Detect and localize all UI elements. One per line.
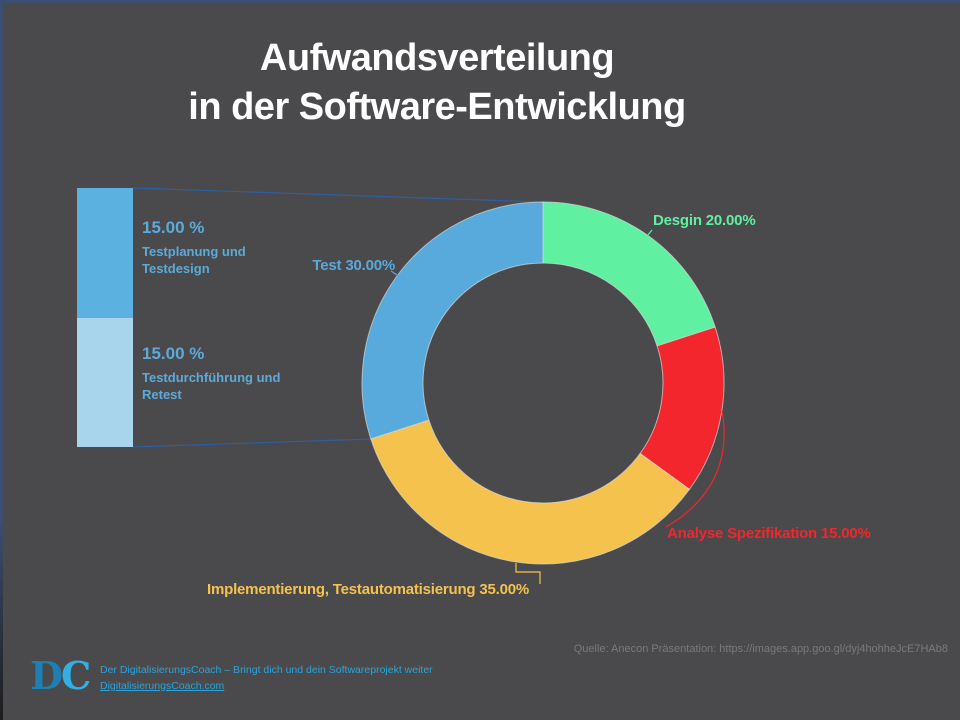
donut-segment-test	[361, 201, 544, 440]
slide-title: Aufwandsverteilung in der Software-Entwi…	[120, 34, 754, 132]
test-breakdown-text-top: 15.00 % Testplanung und Testdesign	[142, 218, 342, 277]
segment-label-test: Test 30.00%	[312, 257, 395, 274]
test-leader-line	[390, 270, 407, 282]
slide-border-top	[0, 0, 960, 3]
breakdown-percent: 15.00 %	[142, 344, 205, 363]
test-breakdown-bar-bottom	[77, 318, 133, 447]
footer-website-link[interactable]: DigitalisierungsCoach.com	[100, 680, 225, 692]
segment-label-desgin: Desgin 20.00%	[653, 212, 756, 229]
slide-border-left	[0, 0, 3, 720]
slide-title-line2: in der Software-Entwicklung	[188, 86, 686, 128]
source-note: Quelle: Anecon Präsentation: https://ima…	[573, 643, 948, 655]
breakdown-percent: 15.00 %	[142, 218, 205, 237]
dc-logo-letter-d: D	[30, 653, 63, 698]
slide-title-line1: Aufwandsverteilung	[259, 37, 615, 79]
analyse-leader-line	[665, 410, 725, 528]
segment-label-implementierung: Implementierung, Testautomatisierung 35.…	[207, 581, 530, 598]
donut-segment-implementierung-testautomatisierung	[370, 419, 691, 565]
breakdown-label-line: Testplanung und	[142, 244, 246, 259]
dc-logo: DC	[30, 653, 91, 698]
breakdown-label-line: Testdesign	[142, 261, 210, 276]
funnel-line-top	[132, 187, 544, 203]
implementierung-leader-line	[515, 563, 541, 584]
test-breakdown-text-bottom: 15.00 % Testdurchführung und Retest	[142, 344, 342, 403]
footer-tagline: Der DigitalisierungsCoach – Bringt dich …	[100, 664, 433, 676]
breakdown-label-line: Testdurchführung und	[142, 370, 281, 385]
dc-logo-letter-c: C	[60, 653, 91, 698]
breakdown-label-line: Retest	[142, 387, 182, 402]
test-breakdown-bar-top	[77, 188, 133, 318]
desgin-leader-line	[637, 229, 653, 248]
segment-label-analyse-spezifikation: Analyse Spezifikation 15.00%	[667, 525, 871, 542]
donut-segments	[361, 201, 725, 565]
funnel-line-bottom	[132, 438, 373, 448]
